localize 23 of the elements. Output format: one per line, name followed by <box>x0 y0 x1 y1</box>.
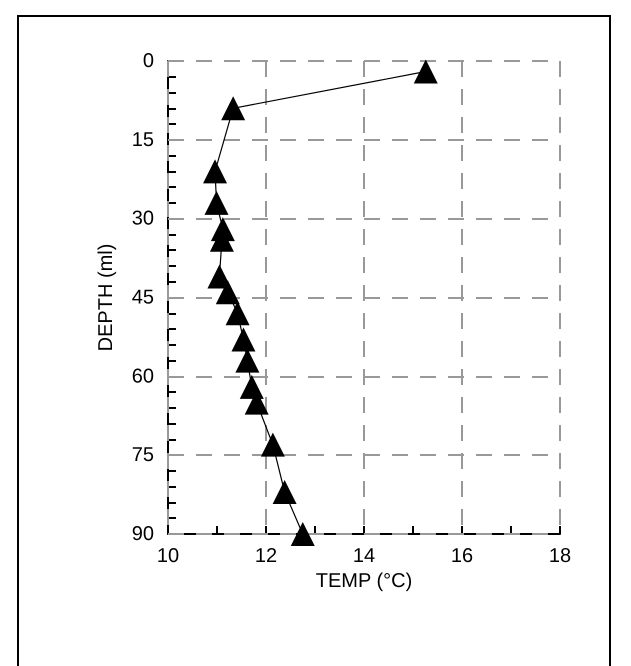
x-tick-label: 14 <box>352 545 376 567</box>
x-axis-title: TEMP (°C) <box>316 570 412 592</box>
x-tick-label: 18 <box>548 545 572 567</box>
point <box>231 328 256 352</box>
y-axis-title: DEPTH (ml) <box>95 244 117 352</box>
x-tick-label: 10 <box>156 545 180 567</box>
y-tick-label: 45 <box>132 286 154 308</box>
point <box>290 522 315 546</box>
point <box>272 480 297 504</box>
y-tick-label: 15 <box>132 128 154 151</box>
point <box>204 190 229 215</box>
point <box>221 96 246 120</box>
x-tick-label: 16 <box>450 545 474 567</box>
y-tick-label: 30 <box>132 208 154 230</box>
y-tick-label: 60 <box>132 365 154 388</box>
x-tick-label: 12 <box>254 545 278 567</box>
point <box>260 432 285 457</box>
y-tick-label: 90 <box>132 523 154 545</box>
point <box>414 60 438 84</box>
point <box>216 280 240 304</box>
y-tick-label: 75 <box>132 444 154 466</box>
point <box>203 159 228 184</box>
y-tick-label: 0 <box>142 50 154 72</box>
